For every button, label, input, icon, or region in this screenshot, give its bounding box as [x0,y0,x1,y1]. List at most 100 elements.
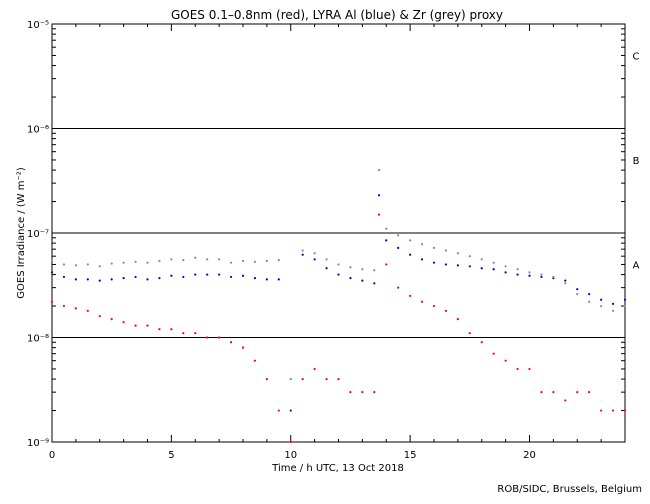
data-point [229,275,233,279]
data-point [50,271,54,274]
data-point [373,391,376,394]
data-point [480,341,483,344]
data-point [134,324,137,327]
data-point [373,269,376,272]
data-point [229,261,233,264]
data-point [337,377,340,381]
data-point [158,259,161,263]
data-point [313,252,316,255]
data-point [540,391,543,394]
flare-class-label: C [633,51,640,62]
data-point [480,258,483,261]
data-point [361,279,364,282]
data-point [158,277,161,280]
data-point [516,273,519,276]
data-point [182,259,185,262]
data-point [588,293,591,296]
data-point [74,264,77,267]
data-point [600,298,603,301]
data-point [337,263,340,266]
data-point [588,391,591,394]
data-point [277,409,280,412]
data-point [385,227,388,230]
data-point [564,279,567,282]
data-point [432,246,436,250]
data-point [504,359,507,362]
data-point [229,341,233,344]
data-point [611,309,615,312]
data-point [397,234,400,237]
data-point [552,275,555,279]
data-point [337,273,340,276]
data-point [361,391,364,394]
flare-class-label: B [633,156,640,167]
x-tick-label: 10 [284,450,297,461]
data-point [206,336,209,339]
data-point [289,377,292,381]
y-tick-label: 10⁻⁵ [27,20,49,31]
data-point [253,260,257,263]
data-point [385,263,388,266]
data-point [349,391,352,394]
data-point [504,271,507,274]
data-point [158,328,161,331]
x-axis-label: Time / h UTC, 13 Oct 2018 [271,463,404,474]
data-point [301,253,304,256]
data-point [62,263,66,266]
data-point [146,278,149,281]
x-tick-label: 0 [49,450,55,461]
data-point [146,261,149,264]
data-point [134,275,137,279]
x-tick-label: 5 [168,450,174,461]
chart-title: GOES 0.1–0.8nm (red), LYRA Al (blue) & Z… [171,8,503,22]
data-point [528,367,531,371]
data-point [564,399,567,402]
data-point [122,261,125,264]
data-point [170,274,173,277]
data-point [420,300,424,303]
data-point [540,273,543,276]
data-point [576,288,579,291]
y-axis-ticks: 10⁻⁹ 10⁻⁸ 10⁻⁷ 10⁻⁶ 10⁻⁵ [27,20,625,449]
data-point [218,273,221,276]
data-point [468,332,471,335]
data-point [377,194,381,197]
data-point [253,359,257,362]
series-layer [50,168,627,444]
data-point [516,268,519,271]
data-point [86,309,89,312]
data-point [444,249,448,252]
data-point [444,309,448,312]
data-point [170,258,173,261]
data-point [409,294,412,298]
data-point [564,282,567,285]
data-point [218,336,221,339]
data-point [349,266,352,269]
data-point [600,304,603,308]
data-point [194,273,197,276]
x-tick-label: 15 [404,450,417,461]
data-point [361,268,364,271]
data-point [301,249,304,252]
data-point [325,267,328,270]
data-point [265,377,268,381]
data-point [504,265,507,268]
data-point [377,168,381,172]
data-point [74,278,77,281]
data-point [623,304,627,308]
series-lyra-al-proxy [50,194,627,412]
data-point [122,277,125,280]
data-point [86,278,89,281]
data-point [623,409,627,412]
data-point [528,274,531,277]
data-point [432,304,436,308]
data-point [409,253,412,256]
data-point [420,243,424,246]
data-point [528,271,531,274]
data-point [444,263,448,266]
data-point [552,391,555,394]
y-axis-label: GOES Irradiance / (W m⁻²) [16,167,27,299]
data-point [611,409,615,412]
data-point [146,324,149,327]
data-point [516,367,519,371]
